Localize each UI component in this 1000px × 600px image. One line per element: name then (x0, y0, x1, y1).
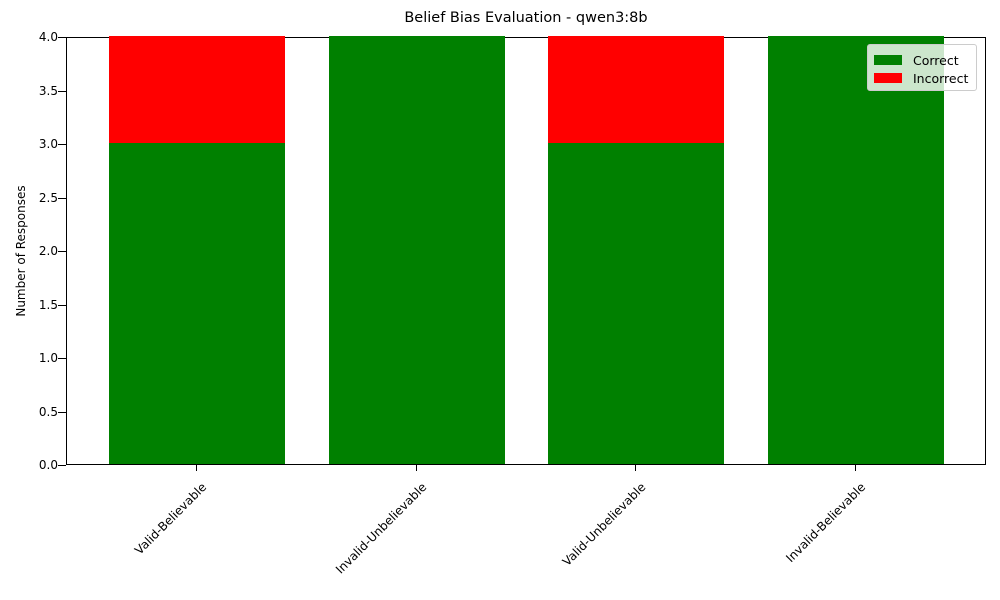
bar-segment-correct (548, 143, 724, 464)
bar-valid-believable (109, 36, 285, 464)
y-tick (58, 197, 66, 199)
x-tick-label: Valid-Unbelievable (559, 480, 649, 569)
bar-segment-correct (767, 36, 944, 464)
y-tick (58, 37, 66, 38)
y-tick-label: 1.0 (38, 351, 58, 365)
bar-invalid-believable (767, 36, 944, 464)
bar-valid-unbelievable (548, 36, 724, 464)
y-tick-label: 4.0 (38, 30, 58, 44)
y-tick-label: 3.5 (38, 83, 58, 98)
y-tick-label: 3.0 (38, 137, 58, 151)
y-tick-label: 0.0 (38, 458, 58, 472)
legend-item-incorrect: Incorrect (874, 70, 968, 86)
bar-segment-incorrect (548, 36, 724, 143)
bar-segment-incorrect (109, 36, 285, 143)
y-tick (58, 304, 66, 306)
legend: Correct Incorrect (867, 44, 977, 91)
x-tick-label: Invalid-Believable (782, 480, 868, 566)
y-tick (58, 411, 66, 413)
legend-swatch-incorrect (874, 73, 902, 83)
bar-invalid-unbelievable (328, 36, 505, 464)
y-tick-label: 1.5 (38, 297, 58, 312)
y-tick (58, 144, 66, 145)
legend-label-correct: Correct (913, 52, 959, 68)
y-tick-label: 2.5 (38, 190, 58, 205)
x-tick-label: Valid-Believable (131, 480, 210, 558)
x-tick (415, 465, 417, 471)
x-tick-label: Invalid-Unbelievable (332, 480, 429, 577)
x-tick (854, 465, 856, 471)
y-tick (58, 358, 66, 359)
bar-segment-correct (109, 143, 285, 464)
y-tick (58, 251, 66, 252)
y-tick (58, 465, 66, 466)
y-axis-label: Number of Responses (14, 185, 28, 317)
chart-title: Belief Bias Evaluation - qwen3:8b (404, 10, 648, 26)
plot-area (66, 36, 986, 465)
x-tick (635, 465, 636, 471)
legend-swatch-correct (874, 55, 902, 65)
legend-label-incorrect: Incorrect (913, 70, 969, 86)
y-tick-label: 2.0 (38, 244, 58, 258)
legend-item-correct: Correct (874, 52, 959, 68)
y-tick-label: 0.5 (38, 404, 58, 419)
y-tick (58, 90, 66, 92)
bar-segment-correct (328, 36, 505, 464)
x-tick (196, 465, 197, 471)
